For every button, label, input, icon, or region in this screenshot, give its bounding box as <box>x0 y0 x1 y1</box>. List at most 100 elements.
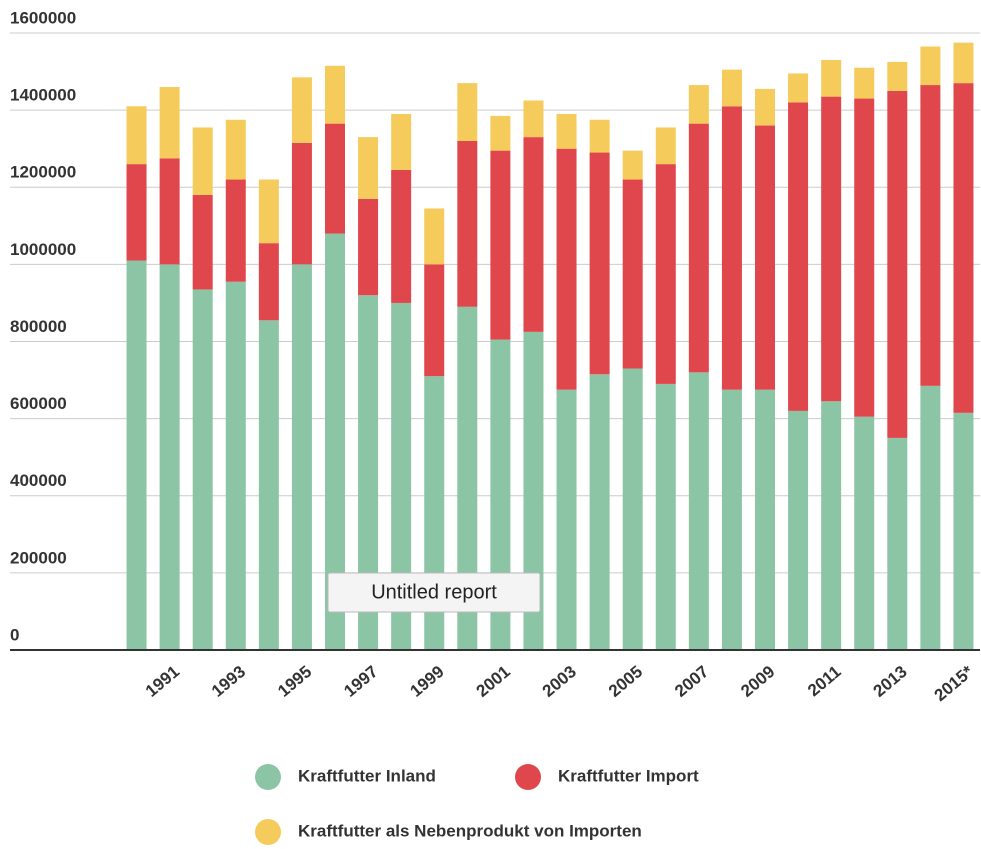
bar-segment <box>589 119 610 153</box>
bar-segment <box>523 331 544 650</box>
bar-segment <box>755 389 775 650</box>
bar-segment <box>358 295 379 650</box>
bar-segment <box>192 289 213 650</box>
bar-segment <box>523 137 544 332</box>
bar-segment <box>490 150 511 340</box>
bar-segment <box>854 416 875 650</box>
x-tick-label: 1991 <box>142 662 183 701</box>
legend-label: Kraftfutter als Nebenprodukt von Importe… <box>298 821 642 840</box>
y-tick-label: 0 <box>10 625 19 644</box>
bar-segment <box>688 123 709 373</box>
y-tick-label: 1400000 <box>10 86 76 105</box>
bar-segment <box>457 140 478 307</box>
bar-segment <box>920 46 941 86</box>
x-tick-label: 2001 <box>473 662 514 701</box>
bar-segment <box>721 69 742 107</box>
bar-segment <box>159 264 180 650</box>
y-tick-label: 400000 <box>10 471 67 490</box>
y-tick-label: 600000 <box>10 394 67 413</box>
bar-segment <box>159 86 180 159</box>
bar-segment <box>854 67 875 99</box>
x-tick-label: 2005 <box>605 662 646 701</box>
bar-segment <box>358 137 379 199</box>
bar-segment <box>225 281 246 650</box>
x-tick-label: 1999 <box>406 662 447 701</box>
bar-segment <box>821 401 842 650</box>
tooltip-text: Untitled report <box>371 581 497 603</box>
x-tick-label: 2009 <box>737 662 778 701</box>
bar-segment <box>755 88 775 126</box>
bar-segment <box>655 383 676 650</box>
bar-segment <box>325 65 345 124</box>
bar-segment <box>457 83 478 141</box>
y-tick-label: 1000000 <box>10 240 76 259</box>
bar-segment <box>457 306 478 650</box>
bar-segment <box>126 164 147 261</box>
legend-label: Kraftfutter Inland <box>298 766 436 785</box>
bar-segment <box>490 339 511 650</box>
bar-segment <box>622 150 643 180</box>
bar-segment <box>291 142 312 265</box>
bar-segment <box>622 179 643 369</box>
y-tick-label: 1600000 <box>10 8 76 27</box>
y-tick-label: 200000 <box>10 548 67 567</box>
x-tick-label: 2011 <box>804 662 844 700</box>
legend-marker <box>255 764 281 790</box>
legend-label: Kraftfutter Import <box>558 766 699 785</box>
bar-segment <box>225 179 246 282</box>
bar-segment <box>953 412 974 650</box>
bar-segment <box>589 152 610 375</box>
bar-segment <box>788 410 809 650</box>
bar-segment <box>589 374 610 650</box>
bar-segment <box>126 106 147 165</box>
bar-segment <box>755 125 775 390</box>
bar-segment <box>391 302 412 650</box>
bar-segment <box>258 320 279 650</box>
bar-segment <box>490 115 511 151</box>
bar-segment <box>655 127 676 165</box>
bar-segment <box>821 59 842 97</box>
bar-segment <box>953 42 974 84</box>
bar-segment <box>556 389 577 650</box>
bar-segment <box>258 179 279 244</box>
bar-segment <box>788 73 809 103</box>
bar-segment <box>556 113 577 149</box>
x-tick-label: 1995 <box>274 662 315 701</box>
bar-segment <box>622 368 643 650</box>
bar-segment <box>523 100 544 138</box>
bar-segment <box>391 169 412 303</box>
x-tick-label: 2013 <box>870 662 911 701</box>
bar-segment <box>291 77 312 143</box>
bar-segment <box>424 264 445 377</box>
y-tick-label: 1200000 <box>10 163 76 182</box>
bar-segment <box>225 119 246 180</box>
bar-segment <box>688 372 709 650</box>
bar-segment <box>325 123 345 234</box>
bar-segment <box>358 198 379 296</box>
bar-segment <box>291 264 312 650</box>
bar-segment <box>788 102 809 411</box>
bar-segment <box>325 233 345 650</box>
bar-segment <box>556 148 577 390</box>
bar-segment <box>887 90 908 438</box>
bar-segment <box>655 164 676 384</box>
x-tick-label: 1997 <box>340 662 381 701</box>
bar-segment <box>391 113 412 170</box>
bar-segment <box>721 389 742 650</box>
bar-segment <box>854 98 875 417</box>
x-tick-label: 2003 <box>539 662 580 701</box>
bar-segment <box>821 96 842 402</box>
x-tick-label: 2015* <box>931 662 978 705</box>
bar-segment <box>192 127 213 195</box>
bar-segment <box>920 85 941 386</box>
bar-segment <box>688 85 709 124</box>
legend-marker <box>255 819 281 845</box>
legend-marker <box>515 764 541 790</box>
bar-segment <box>953 83 974 413</box>
y-tick-label: 800000 <box>10 317 67 336</box>
bar-segment <box>887 61 908 91</box>
x-tick-label: 1993 <box>208 662 249 701</box>
bar-segment <box>424 208 445 265</box>
bar-segment <box>192 194 213 290</box>
